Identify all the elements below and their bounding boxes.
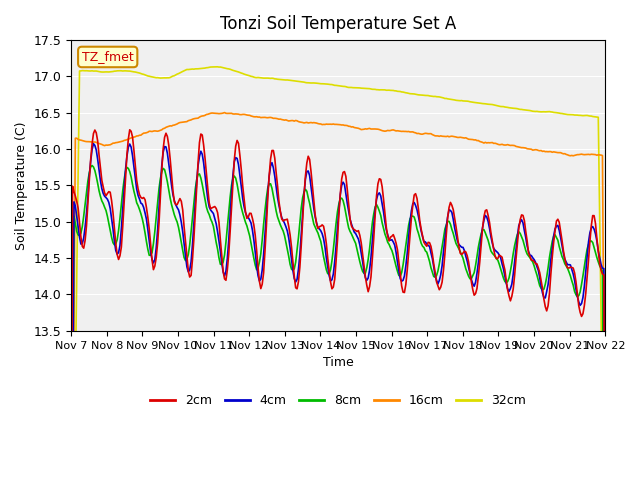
X-axis label: Time: Time (323, 356, 353, 369)
32cm (529, 108, 536, 114)
16cm (344, 123, 351, 129)
2cm (598, 271, 606, 277)
4cm (529, 255, 536, 261)
32cm (86, 68, 93, 74)
Line: 8cm: 8cm (71, 166, 605, 480)
8cm (598, 268, 606, 274)
16cm (221, 110, 228, 116)
2cm (529, 257, 536, 263)
Legend: 2cm, 4cm, 8cm, 16cm, 32cm: 2cm, 4cm, 8cm, 16cm, 32cm (145, 389, 531, 412)
16cm (598, 153, 606, 158)
4cm (90, 141, 97, 146)
2cm (102, 193, 110, 199)
2cm (449, 207, 457, 213)
8cm (449, 230, 457, 236)
2cm (344, 187, 351, 192)
4cm (344, 200, 351, 206)
32cm (344, 84, 351, 90)
4cm (104, 196, 111, 202)
8cm (88, 163, 96, 168)
Title: Tonzi Soil Temperature Set A: Tonzi Soil Temperature Set A (220, 15, 456, 33)
4cm (86, 173, 93, 179)
8cm (529, 259, 536, 265)
2cm (86, 178, 93, 183)
8cm (104, 214, 111, 219)
16cm (86, 139, 93, 144)
16cm (102, 142, 110, 148)
Line: 4cm: 4cm (71, 144, 605, 480)
8cm (86, 170, 93, 176)
Text: TZ_fmet: TZ_fmet (82, 50, 134, 63)
Line: 2cm: 2cm (71, 130, 605, 480)
4cm (449, 216, 457, 222)
2cm (126, 127, 134, 132)
32cm (102, 69, 110, 75)
4cm (598, 265, 606, 271)
16cm (449, 133, 457, 139)
Y-axis label: Soil Temperature (C): Soil Temperature (C) (15, 121, 28, 250)
32cm (212, 64, 220, 70)
Line: 16cm: 16cm (71, 113, 605, 480)
16cm (529, 147, 536, 153)
32cm (449, 97, 457, 103)
Line: 32cm: 32cm (71, 67, 605, 480)
8cm (344, 218, 351, 224)
32cm (598, 413, 606, 419)
